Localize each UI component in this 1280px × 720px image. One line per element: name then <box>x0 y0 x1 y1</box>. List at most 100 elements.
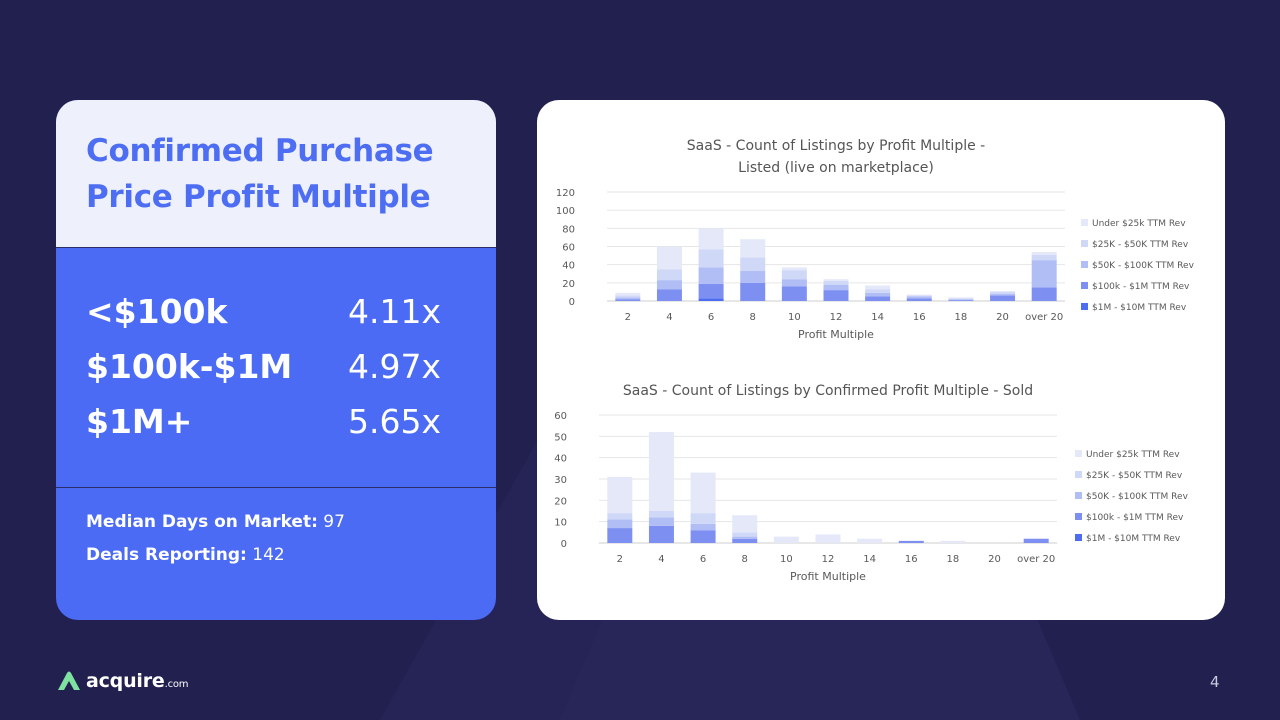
bar-segment <box>615 295 641 298</box>
bar-segment <box>1031 287 1057 301</box>
footer-stats: Median Days on Market: 97 Deals Reportin… <box>56 488 496 572</box>
y-tick-label: 30 <box>554 475 567 486</box>
bar-segment <box>948 297 974 299</box>
y-tick-label: 0 <box>561 539 567 550</box>
charts-canvas: SaaS - Count of Listings by Profit Multi… <box>554 138 1195 583</box>
metric-value: 4.97x <box>348 347 442 386</box>
bar-segment <box>656 280 682 290</box>
bar-segment <box>948 298 974 300</box>
metric-row: <$100k 4.11x <box>86 284 466 339</box>
metric-label: <$100k <box>86 292 228 331</box>
y-tick-label: 40 <box>562 261 575 272</box>
acquire-logo: acquire.com <box>56 670 189 692</box>
legend-label: $50K - $100K TTM Rev <box>1092 261 1195 271</box>
y-tick-label: 40 <box>554 454 567 465</box>
bar-segment <box>732 515 758 533</box>
bar-segment <box>906 295 932 297</box>
bar-segment <box>698 228 724 250</box>
metric-row: $100k-$1M 4.97x <box>86 339 466 394</box>
metric-value: 4.11x <box>348 292 442 331</box>
bar-segment <box>740 282 766 301</box>
x-tick-label: 10 <box>780 554 793 565</box>
legend-label: Under $25k TTM Rev <box>1086 450 1180 460</box>
y-tick-label: 0 <box>569 297 575 308</box>
logo-name: acquire <box>86 670 165 692</box>
metric-row: $1M+ 5.65x <box>86 394 466 449</box>
y-tick-label: 60 <box>554 411 567 422</box>
x-tick-label: over 20 <box>1025 312 1063 323</box>
page-number: 4 <box>1210 673 1220 691</box>
legend-label: $25K - $50K TTM Rev <box>1092 240 1189 250</box>
bar-segment <box>781 270 807 280</box>
x-tick-label: 12 <box>822 554 835 565</box>
legend-swatch <box>1075 534 1082 541</box>
bar-segment <box>865 289 891 293</box>
bar-segment <box>823 290 849 301</box>
bar-segment <box>732 538 758 543</box>
median-days-label: Median Days on Market: <box>86 512 318 532</box>
legend-swatch <box>1075 513 1082 520</box>
charts-card: SaaS - Count of Listings by Profit Multi… <box>537 100 1225 620</box>
legend-swatch <box>1081 303 1088 310</box>
bar-segment <box>615 292 641 296</box>
bar-segment <box>823 284 849 291</box>
bar-segment <box>990 291 1016 294</box>
bar-segment <box>690 523 716 531</box>
bar-segment <box>990 291 1016 292</box>
card-header: Confirmed Purchase Price Profit Multiple <box>56 100 496 248</box>
bar-segment <box>607 476 633 514</box>
bar-segment <box>607 513 633 520</box>
y-tick-label: 20 <box>562 279 575 290</box>
legend-swatch <box>1075 492 1082 499</box>
x-tick-label: 18 <box>955 312 968 323</box>
x-tick-label: 14 <box>863 554 876 565</box>
bar-segment <box>656 246 682 270</box>
deals-reporting-label: Deals Reporting: <box>86 545 247 565</box>
x-tick-label: 4 <box>666 312 672 323</box>
bar-segment <box>690 530 716 543</box>
bar-segment <box>865 292 891 297</box>
median-days-value: 97 <box>323 512 345 532</box>
bar-segment <box>648 432 674 511</box>
x-tick-label: 6 <box>700 554 706 565</box>
bar-segment <box>690 472 716 514</box>
metrics-list: <$100k 4.11x $100k-$1M 4.97x $1M+ 5.65x <box>56 248 496 488</box>
x-tick-label: 12 <box>830 312 843 323</box>
bar-segment <box>815 534 841 543</box>
x-tick-label: over 20 <box>1017 554 1055 565</box>
x-tick-label: 20 <box>996 312 1009 323</box>
y-tick-label: 120 <box>556 188 575 199</box>
bar-segment <box>656 289 682 301</box>
x-tick-label: 14 <box>871 312 884 323</box>
legend-swatch <box>1081 219 1088 226</box>
bar-segment <box>940 540 966 543</box>
bar-segment <box>1031 251 1057 255</box>
bar-segment <box>698 298 724 301</box>
x-axis-label: Profit Multiple <box>790 570 866 583</box>
bar-segment <box>615 297 641 300</box>
chart-title: SaaS - Count of Listings by Confirmed Pr… <box>623 383 1033 399</box>
legend-label: $1M - $10M TTM Rev <box>1092 303 1187 313</box>
x-tick-label: 2 <box>617 554 623 565</box>
summary-card: Confirmed Purchase Price Profit Multiple… <box>56 100 496 620</box>
bar-segment <box>656 269 682 281</box>
card-title-line2: Price Profit Multiple <box>86 179 431 215</box>
chart-title: SaaS - Count of Listings by Profit Multi… <box>687 138 985 154</box>
logo-suffix: .com <box>164 679 189 690</box>
metric-label: $100k-$1M <box>86 347 293 386</box>
bar-segment <box>906 296 932 299</box>
x-tick-label: 16 <box>913 312 926 323</box>
bar-segment <box>906 294 932 296</box>
x-tick-label: 20 <box>988 554 1001 565</box>
bar-segment <box>857 538 883 543</box>
bar-segment <box>773 536 799 543</box>
bar-segment <box>690 513 716 524</box>
metric-value: 5.65x <box>348 402 442 441</box>
x-tick-label: 6 <box>708 312 714 323</box>
chart-subtitle: Listed (live on marketplace) <box>738 160 934 176</box>
legend-swatch <box>1081 282 1088 289</box>
x-tick-label: 16 <box>905 554 918 565</box>
bar-segment <box>1031 260 1057 288</box>
x-tick-label: 8 <box>742 554 748 565</box>
bar-segment <box>1023 538 1049 543</box>
